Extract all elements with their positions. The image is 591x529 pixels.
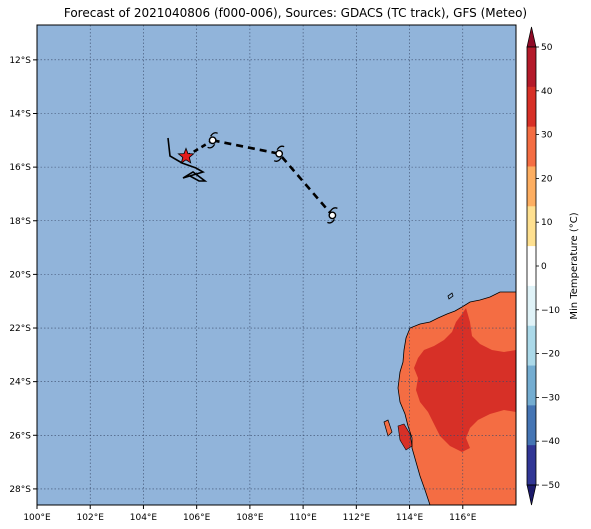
y-tick-label: 16°S bbox=[9, 163, 31, 173]
colorbar-tick-label: 10 bbox=[541, 218, 553, 228]
colorbar-segment bbox=[527, 126, 536, 167]
colorbar-tick-label: −10 bbox=[541, 306, 560, 316]
map-frame bbox=[36, 24, 517, 506]
land-hot-patch bbox=[397, 423, 413, 451]
x-tick-label: 116°E bbox=[449, 513, 477, 523]
colorbar-segment bbox=[527, 445, 536, 486]
cyclone-icon bbox=[207, 132, 218, 149]
land-hot-region bbox=[414, 308, 516, 452]
colorbar-segment bbox=[527, 47, 536, 88]
y-tick-label: 20°S bbox=[9, 270, 31, 280]
cyclone-icon bbox=[327, 207, 338, 224]
colorbar-tick-label: 30 bbox=[541, 131, 553, 141]
map-title: Forecast of 2021040806 (f000-006), Sourc… bbox=[63, 6, 528, 20]
colorbar-tick-label: 0 bbox=[541, 262, 547, 272]
x-tick-label: 108°E bbox=[236, 513, 264, 523]
storm-position-star bbox=[177, 147, 195, 164]
colorbar-tick-label: −30 bbox=[541, 393, 560, 403]
y-tick-label: 28°S bbox=[9, 485, 31, 495]
y-tick-label: 12°S bbox=[9, 56, 31, 66]
x-tick-label: 114°E bbox=[396, 513, 424, 523]
colorbar-segment bbox=[527, 206, 536, 247]
y-tick-label: 24°S bbox=[9, 378, 31, 388]
y-tick-label: 14°S bbox=[9, 109, 31, 119]
x-tick-label: 106°E bbox=[183, 513, 211, 523]
colorbar-tick-label: −20 bbox=[541, 350, 560, 360]
colorbar-tick-label: −40 bbox=[541, 437, 560, 447]
forecast-track bbox=[212, 139, 334, 217]
past-track bbox=[167, 137, 208, 182]
colorbar-segment bbox=[527, 166, 536, 207]
x-tick-label: 100°E bbox=[23, 513, 51, 523]
colorbar-segment bbox=[527, 405, 536, 446]
colorbar-extend-bottom bbox=[526, 484, 537, 506]
x-tick-label: 104°E bbox=[130, 513, 158, 523]
x-tick-label: 110°E bbox=[289, 513, 317, 523]
colorbar-tick-label: −50 bbox=[541, 481, 560, 491]
colorbar-label: Min Temperature (°C) bbox=[569, 212, 580, 319]
y-tick-label: 22°S bbox=[9, 324, 31, 334]
colorbar-tick-label: 50 bbox=[541, 43, 553, 53]
colorbar-segment bbox=[527, 86, 536, 128]
colorbar-segment bbox=[527, 285, 536, 327]
colorbar: 50 40 30 20 10 0 −10 −20 −30 −40 −50 bbox=[526, 26, 560, 506]
colorbar-segment bbox=[527, 325, 536, 367]
colorbar-tick-label: 40 bbox=[541, 87, 553, 97]
colorbar-segment bbox=[527, 246, 536, 287]
island bbox=[447, 292, 454, 300]
x-tick-label: 112°E bbox=[343, 513, 371, 523]
cyclone-icon bbox=[273, 145, 285, 162]
colorbar-extend-top bbox=[526, 26, 537, 48]
colorbar-tick-label: 20 bbox=[541, 174, 553, 184]
y-tick-label: 18°S bbox=[9, 217, 31, 227]
island bbox=[383, 419, 393, 437]
x-tick-label: 102°E bbox=[77, 513, 105, 523]
colorbar-segment bbox=[527, 365, 536, 406]
y-tick-label: 26°S bbox=[9, 431, 31, 441]
